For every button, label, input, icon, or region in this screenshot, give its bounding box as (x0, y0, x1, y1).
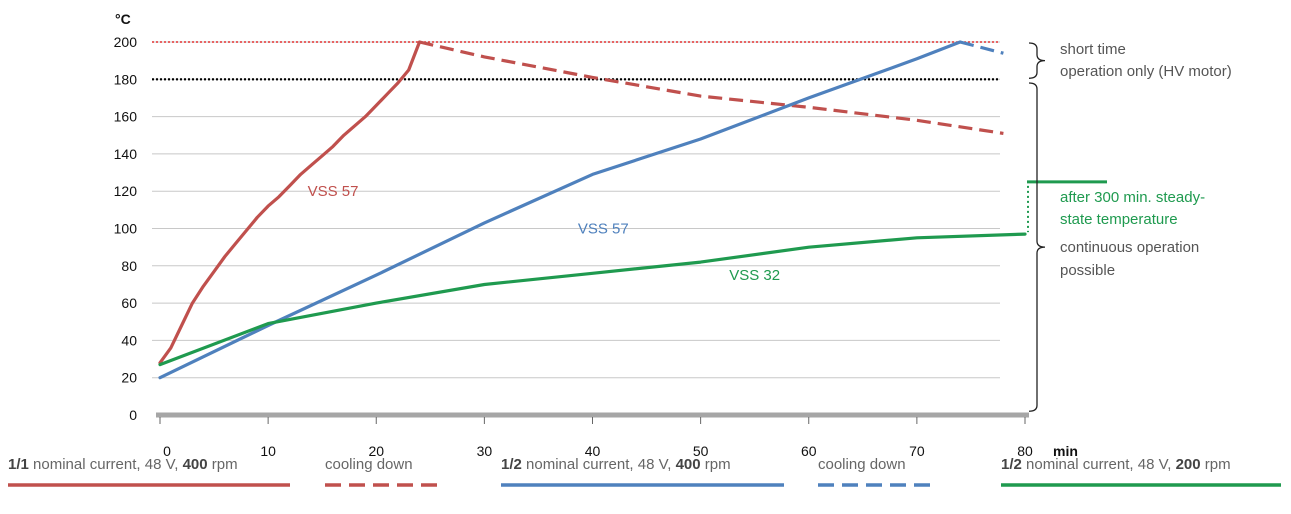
annotation-steady-state-line2: state temperature (1060, 211, 1178, 228)
axes: 0 20 40 60 80 100 120 140 160 180 200 °C 0 10 20 30 40 50… (114, 11, 1078, 459)
x-tick-label-40: 40 (585, 443, 601, 459)
legend-label-4-prefix: 1/2 (1001, 456, 1022, 473)
legend-label-3: cooling down (818, 456, 906, 473)
series-label-0: VSS 57 (308, 183, 359, 200)
y-tick-label-180: 180 (114, 71, 138, 87)
legend-label-2-value: 400 (676, 456, 701, 473)
grid-layer (152, 41, 1000, 379)
legend-label-0-prefix: 1/1 (8, 456, 29, 473)
y-tick-label-40: 40 (121, 332, 137, 348)
annotation-continuous-line2: possible (1060, 262, 1115, 279)
x-tick-label-0: 0 (163, 443, 171, 459)
annotations: short time operation only (HV motor) after… (1027, 41, 1232, 412)
reference-lines (152, 41, 1000, 81)
legend: 1/1 nominal current, 48 V, 400 rpm coolin… (8, 456, 1281, 487)
y-unit-label: °C (115, 11, 131, 27)
series-line-1-cooling (419, 40, 1004, 135)
legend-label-0-value: 400 (183, 456, 208, 473)
series-labels: VSS 57 VSS 57 VSS 32 (308, 183, 781, 284)
legend-label-0-middle: nominal current, 48 V, (29, 456, 183, 473)
y-tick-label-200: 200 (114, 34, 138, 50)
legend-label-2-suffix: rpm (701, 456, 731, 473)
y-tick-label-100: 100 (114, 221, 138, 237)
series-line-0 (158, 40, 422, 365)
legend-label-2: 1/2 nominal current, 48 V, 400 rpm (501, 456, 731, 473)
x-unit-label: min (1053, 443, 1078, 459)
legend-label-2-middle: nominal current, 48 V, (522, 456, 676, 473)
legend-label-0: 1/1 nominal current, 48 V, 400 rpm (8, 456, 238, 473)
y-tick-label-0: 0 (129, 407, 137, 423)
y-tick-label-140: 140 (114, 146, 138, 162)
legend-label-2-prefix: 1/2 (501, 456, 522, 473)
x-tick-label-10: 10 (260, 443, 276, 459)
series-label-1: VSS 57 (578, 221, 629, 238)
annotation-short-time-line2: operation only (HV motor) (1060, 63, 1232, 80)
annotation-short-time-line1: short time (1060, 41, 1126, 58)
y-tick-label-80: 80 (121, 258, 137, 274)
legend-label-0-suffix: rpm (208, 456, 238, 473)
y-tick-label-120: 120 (114, 183, 138, 199)
legend-label-4-middle: nominal current, 48 V, (1022, 456, 1176, 473)
x-tick-label-70: 70 (909, 443, 925, 459)
series-label-2: VSS 32 (729, 267, 780, 284)
y-tick-label-160: 160 (114, 109, 138, 125)
series-layer (158, 40, 1027, 380)
series-line-3-cooling (959, 40, 1004, 55)
legend-label-4-value: 200 (1176, 456, 1201, 473)
series-line-2 (158, 40, 962, 380)
brace-continuous (1028, 82, 1046, 412)
y-tick-label-20: 20 (121, 370, 137, 386)
x-tick-label-50: 50 (693, 443, 709, 459)
legend-label-4-suffix: rpm (1201, 456, 1231, 473)
annotation-continuous-line1: continuous operation (1060, 239, 1199, 256)
legend-label-1: cooling down (325, 456, 413, 473)
x-tick-label-60: 60 (801, 443, 817, 459)
x-tick-label-30: 30 (477, 443, 493, 459)
brace-short-time (1028, 42, 1046, 79)
x-tick-label-20: 20 (368, 443, 384, 459)
y-tick-label-60: 60 (121, 295, 137, 311)
annotation-steady-state-line1: after 300 min. steady- (1060, 189, 1205, 206)
series-line-4 (158, 232, 1027, 367)
x-tick-label-80: 80 (1017, 443, 1033, 459)
legend-label-4: 1/2 nominal current, 48 V, 200 rpm (1001, 456, 1231, 473)
